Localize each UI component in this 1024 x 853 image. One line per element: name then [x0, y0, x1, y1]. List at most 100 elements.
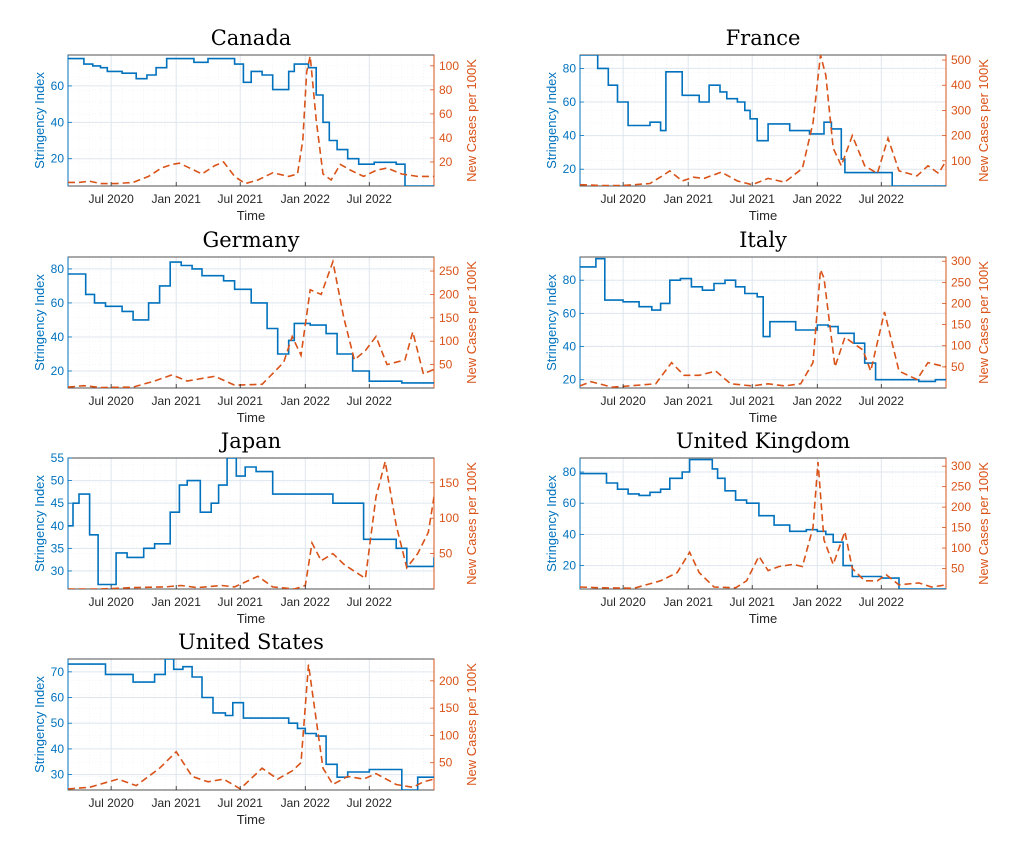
left-tick-label: 40 [563, 340, 577, 354]
x-tick-label: Jul 2021 [730, 394, 776, 408]
right-tick-label: 100 [951, 339, 971, 353]
x-tick-label: Jul 2022 [347, 192, 393, 206]
cases-line [68, 664, 434, 790]
x-tick-label: Jul 2022 [859, 192, 905, 206]
right-tick-label: 500 [951, 53, 971, 67]
x-tick-label: Jul 2022 [347, 394, 393, 408]
right-tick-label: 150 [951, 318, 971, 332]
right-tick-label: 50 [951, 360, 965, 374]
left-tick-label: 40 [563, 527, 577, 541]
right-axis-label: New Cases per 100K [976, 261, 991, 384]
left-tick-label: 40 [51, 330, 65, 344]
right-tick-label: 250 [951, 480, 971, 494]
right-tick-label: 150 [439, 311, 459, 325]
left-tick-label: 40 [51, 115, 65, 129]
left-tick-label: 45 [51, 496, 65, 510]
x-tick-label: Jan 2022 [793, 595, 843, 609]
left-tick-label: 60 [563, 95, 577, 109]
left-tick-label: 30 [51, 768, 65, 782]
x-tick-label: Jul 2021 [218, 192, 264, 206]
x-tick-label: Jul 2020 [88, 394, 134, 408]
right-tick-label: 100 [951, 154, 971, 168]
stringency-line [580, 257, 946, 383]
chart-panel-7: Jul 2020 Jan 2021 Jul 2021 Jan 2022 Jul 2022… [32, 630, 479, 827]
left-tick-label: 20 [563, 559, 577, 573]
left-tick-label: 60 [563, 306, 577, 320]
x-axis-label: Time [237, 410, 265, 425]
chart-panel-1: Jul 2020 Jan 2021 Jul 2021 Jan 2022 Jul 2022… [32, 26, 479, 223]
left-tick-label: 30 [51, 564, 65, 578]
left-tick-label: 40 [51, 519, 65, 533]
x-axis-label: Time [237, 611, 265, 626]
left-tick-label: 60 [51, 79, 65, 93]
x-tick-label: Jan 2021 [152, 394, 202, 408]
right-tick-label: 100 [951, 541, 971, 555]
cases-line [580, 462, 946, 589]
left-tick-label: 40 [51, 742, 65, 756]
right-axis-label: New Cases per 100K [464, 261, 479, 384]
left-tick-label: 20 [51, 364, 65, 378]
left-axis-label: Stringency Index [32, 475, 47, 572]
chart-title: Italy [739, 228, 787, 252]
right-axis-label: New Cases per 100K [464, 663, 479, 786]
x-tick-label: Jul 2021 [730, 192, 776, 206]
stringency-line [68, 57, 434, 186]
right-tick-label: 50 [439, 756, 453, 770]
right-axis-label: New Cases per 100K [976, 59, 991, 182]
cases-line [580, 55, 946, 186]
right-tick-label: 300 [951, 254, 971, 268]
x-tick-label: Jul 2022 [859, 595, 905, 609]
chart-panel-3: Jul 2020 Jan 2021 Jul 2021 Jan 2022 Jul 2022… [32, 228, 479, 425]
x-axis-label: Time [749, 410, 777, 425]
x-tick-label: Jan 2022 [793, 192, 843, 206]
x-tick-label: Jul 2022 [347, 796, 393, 810]
x-tick-label: Jul 2021 [218, 394, 264, 408]
x-tick-label: Jan 2022 [281, 394, 331, 408]
stringency-line [68, 659, 434, 790]
chart-panel-4: Jul 2020 Jan 2021 Jul 2021 Jan 2022 Jul 2022… [544, 228, 991, 425]
x-tick-label: Jan 2021 [664, 394, 714, 408]
x-axis-label: Time [237, 812, 265, 827]
x-axis-label: Time [749, 611, 777, 626]
left-tick-label: 60 [563, 496, 577, 510]
x-tick-label: Jul 2020 [88, 796, 134, 810]
right-tick-label: 100 [439, 334, 459, 348]
right-tick-label: 40 [439, 131, 453, 145]
left-tick-label: 35 [51, 541, 65, 555]
left-tick-label: 55 [51, 451, 65, 465]
left-tick-label: 20 [51, 152, 65, 166]
right-tick-label: 200 [439, 674, 459, 688]
chart-panel-6: Jul 2020 Jan 2021 Jul 2021 Jan 2022 Jul 2022… [544, 429, 991, 626]
right-tick-label: 200 [951, 500, 971, 514]
right-tick-label: 60 [439, 107, 453, 121]
left-tick-label: 20 [563, 373, 577, 387]
right-tick-label: 150 [439, 701, 459, 715]
right-tick-label: 100 [439, 59, 459, 73]
cases-line [68, 461, 434, 589]
major-grid [68, 659, 434, 790]
chart-title: Canada [211, 26, 292, 50]
right-tick-label: 50 [951, 562, 965, 576]
left-tick-label: 60 [51, 296, 65, 310]
left-axis-label: Stringency Index [544, 72, 559, 169]
x-tick-label: Jul 2020 [88, 192, 134, 206]
cases-line [68, 258, 434, 388]
x-tick-label: Jul 2022 [859, 394, 905, 408]
right-tick-label: 200 [439, 287, 459, 301]
left-axis-label: Stringency Index [32, 676, 47, 773]
major-grid [580, 55, 946, 186]
left-tick-label: 80 [563, 61, 577, 75]
right-tick-label: 100 [439, 728, 459, 742]
left-axis-label: Stringency Index [544, 274, 559, 371]
right-tick-label: 250 [439, 264, 459, 278]
right-tick-label: 150 [951, 521, 971, 535]
chart-title: Japan [219, 429, 281, 453]
x-tick-label: Jul 2020 [600, 595, 646, 609]
x-tick-label: Jan 2021 [664, 595, 714, 609]
x-axis-label: Time [749, 208, 777, 223]
right-tick-label: 200 [951, 129, 971, 143]
left-axis-label: Stringency Index [544, 475, 559, 572]
left-tick-label: 70 [51, 665, 65, 679]
x-tick-label: Jul 2020 [600, 394, 646, 408]
right-tick-label: 50 [439, 547, 453, 561]
